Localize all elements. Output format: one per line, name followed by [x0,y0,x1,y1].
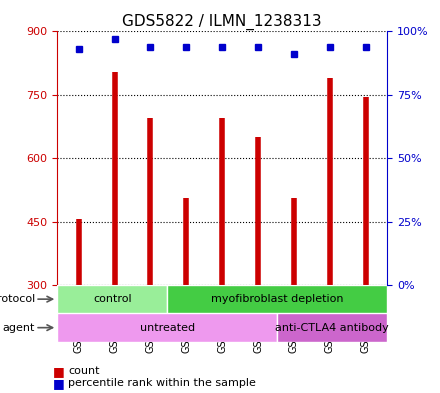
Text: control: control [93,294,132,304]
Title: GDS5822 / ILMN_1238313: GDS5822 / ILMN_1238313 [122,14,322,30]
Text: percentile rank within the sample: percentile rank within the sample [68,378,256,388]
FancyBboxPatch shape [167,285,387,313]
Text: ■: ■ [53,376,65,390]
Text: myofibroblast depletion: myofibroblast depletion [211,294,344,304]
Text: anti-CTLA4 antibody: anti-CTLA4 antibody [275,323,389,332]
Text: untreated: untreated [139,323,195,332]
Text: protocol: protocol [0,294,35,304]
Text: agent: agent [3,323,35,332]
Text: ■: ■ [53,365,65,378]
FancyBboxPatch shape [277,313,387,342]
FancyBboxPatch shape [57,313,277,342]
FancyBboxPatch shape [57,285,167,313]
Text: count: count [68,366,100,376]
